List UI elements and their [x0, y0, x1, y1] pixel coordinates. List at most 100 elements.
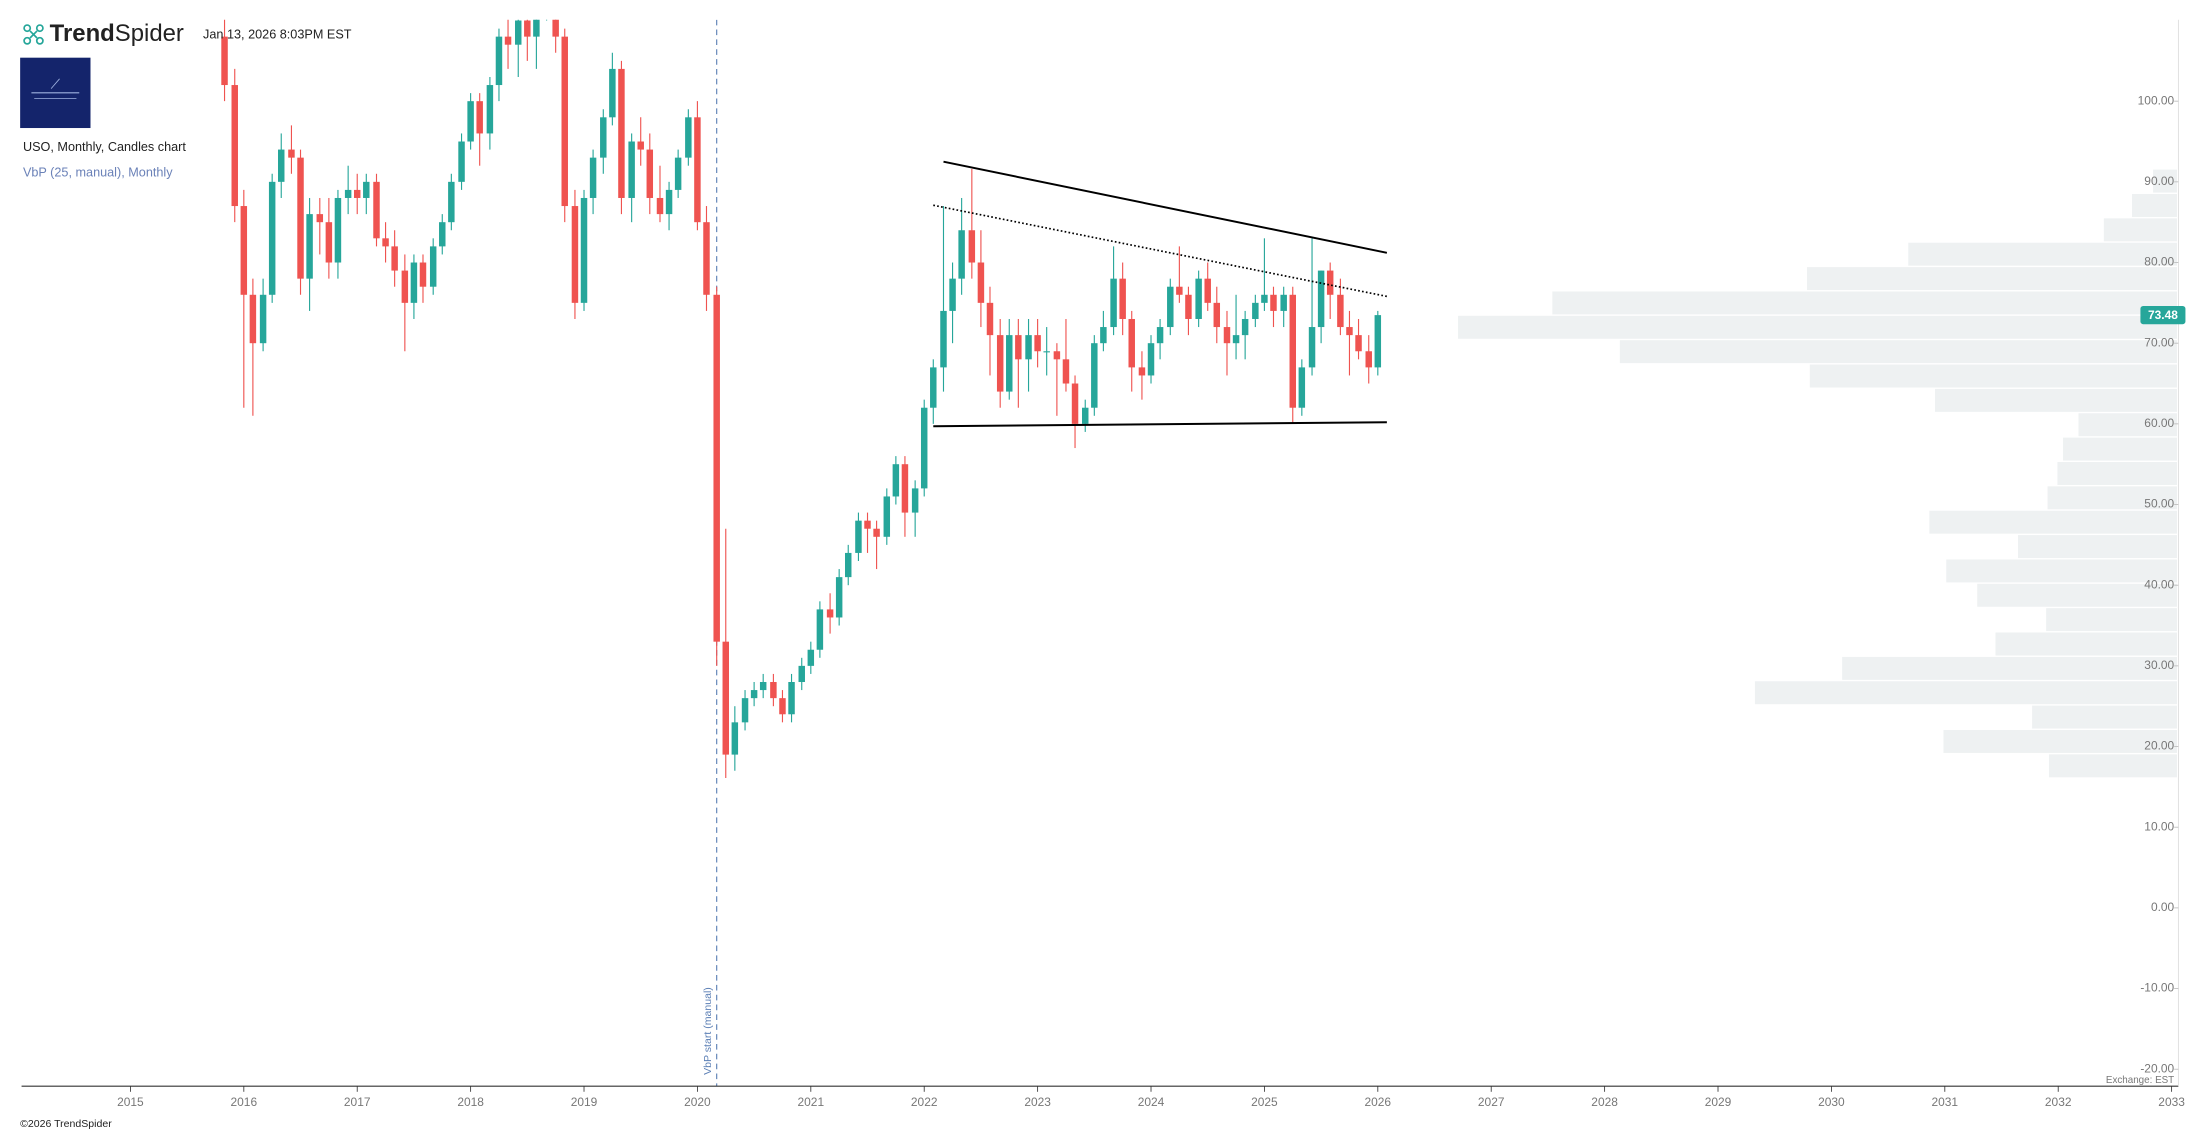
candle-body [259, 294, 267, 344]
candle-body [306, 214, 313, 279]
candle-body [344, 189, 352, 198]
volume-bar [1842, 656, 2178, 680]
candle-body [892, 464, 900, 497]
candle-body [1147, 343, 1155, 376]
chart-label: USO, Monthly, Candles chart [23, 140, 186, 154]
candle-body [221, 36, 228, 86]
candle-body [373, 181, 380, 239]
candle-body [713, 294, 720, 642]
candle-body [515, 20, 522, 45]
candle-body [920, 407, 928, 489]
y-tick-label: 100.00 [2138, 93, 2175, 107]
volume-bar [1806, 267, 2178, 291]
trendline [933, 421, 1387, 428]
volume-bar [2048, 754, 2178, 778]
x-tick-label: 2026 [1365, 1095, 1392, 1109]
x-tick-label: 2033 [2158, 1095, 2185, 1109]
x-tick-label: 2025 [1251, 1095, 1278, 1109]
candle-body [231, 85, 238, 207]
exchange: Exchange: EST [2106, 1075, 2174, 1086]
candle-body [968, 230, 976, 263]
candle-body [1374, 315, 1382, 368]
timestamp: Jan 13, 2026 8:03PM EST [203, 28, 352, 42]
trendline [943, 160, 1388, 254]
candle-body [958, 230, 965, 279]
candle-body [864, 520, 871, 529]
x-tick-label: 2029 [1705, 1095, 1732, 1109]
volume-bar [1908, 242, 2178, 266]
volume-bar [2032, 705, 2178, 729]
candle-body [685, 117, 692, 158]
candle-body [1006, 335, 1013, 392]
y-tick-label: 80.00 [2144, 255, 2174, 269]
candle-body [1062, 359, 1070, 384]
volume-bar [2103, 218, 2178, 242]
candle-body [1326, 270, 1334, 295]
x-tick-label: 2019 [571, 1095, 598, 1109]
volume-bar [1552, 291, 2178, 315]
candle-body [1337, 294, 1344, 328]
candle-body [278, 149, 285, 182]
candle-body [1355, 335, 1362, 352]
candle-body [334, 197, 342, 263]
candle-body [1346, 327, 1353, 336]
price-tag [2140, 305, 2186, 325]
candle-body [600, 117, 607, 158]
volume-bar [2057, 461, 2178, 485]
candle-body [618, 68, 625, 198]
candle-body [561, 36, 568, 207]
candle-body [419, 262, 427, 287]
indicator-label[interactable]: VbP (25, manual), Monthly [23, 165, 173, 179]
y-tick-label: 40.00 [2144, 577, 2174, 591]
candle-body [467, 101, 474, 142]
candle-body [1091, 343, 1098, 408]
candle-body [731, 722, 739, 755]
candle-body [1213, 302, 1221, 328]
candle-body [1176, 286, 1183, 295]
candle-body [646, 149, 654, 198]
volume-bar [2078, 413, 2178, 437]
candle-body [1128, 318, 1135, 368]
candle-body [1252, 302, 1259, 319]
candle-body [429, 246, 437, 287]
volume-bar [1943, 729, 2178, 753]
y-tick-label: 60.00 [2144, 416, 2174, 430]
candle-body [1082, 407, 1089, 424]
candle-body [609, 68, 616, 118]
y-tick-label: -20.00 [2140, 1061, 2174, 1075]
candle-body [1119, 278, 1126, 319]
candle-body [316, 214, 324, 223]
candle-body [249, 294, 257, 344]
volume-bar [1935, 388, 2178, 412]
volume-bar [1929, 510, 2178, 534]
candle-body [288, 149, 295, 158]
candle-body [1270, 294, 1277, 311]
candle-body [665, 189, 673, 215]
candle-body [1053, 351, 1061, 360]
volume-bar [1995, 632, 2178, 656]
candle-body [1110, 278, 1117, 328]
candle-body [1071, 383, 1079, 424]
candle-body [1223, 327, 1231, 344]
candle-body [674, 157, 682, 190]
candle-body [1025, 335, 1032, 360]
x-tick-label: 2031 [1932, 1095, 1959, 1109]
candle-body [1280, 294, 1287, 311]
y-tick-label: 20.00 [2144, 739, 2174, 753]
y-tick-label: 0.00 [2151, 900, 2175, 914]
x-tick-label: 2022 [911, 1095, 938, 1109]
volume-bar [2046, 608, 2178, 632]
thumbnail [20, 57, 91, 129]
candle-body [986, 302, 994, 336]
volume-bar [2153, 169, 2178, 193]
candle-body [770, 682, 777, 699]
candle-body [759, 682, 767, 691]
x-tick-label: 2015 [117, 1095, 144, 1109]
copyright: ©2026 TrendSpider [20, 1118, 112, 1130]
candle-body [1298, 367, 1306, 408]
logo: TrendSpider [23, 20, 184, 47]
candle-body [816, 609, 824, 650]
candle-body [363, 181, 370, 198]
